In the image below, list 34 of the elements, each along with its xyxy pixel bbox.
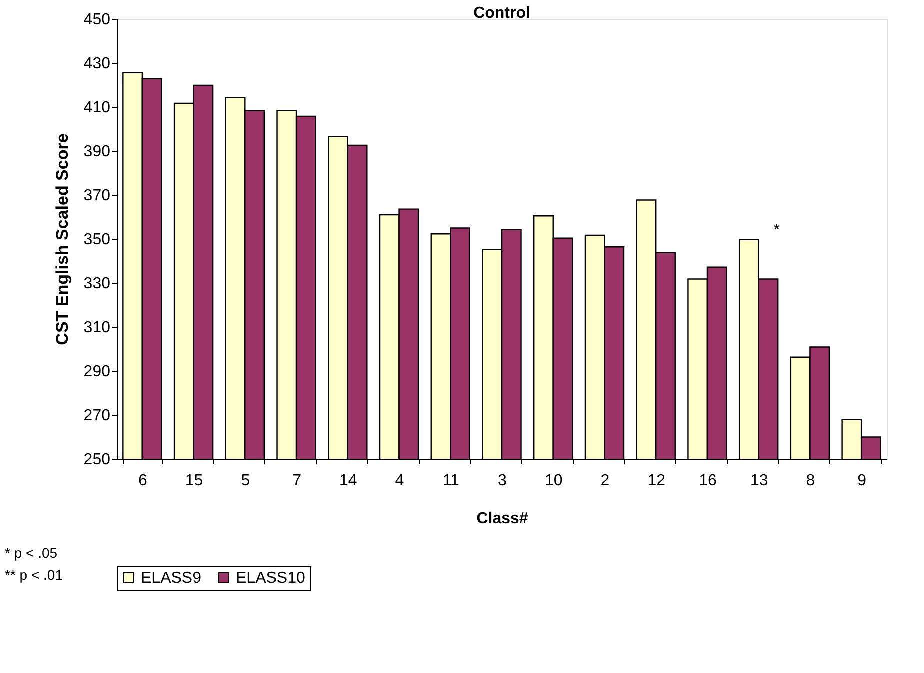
x-tick-label: 16	[699, 472, 717, 490]
legend-label: ELASS9	[141, 570, 202, 587]
y-tick-label: 290	[84, 364, 111, 380]
x-tick-label: 11	[442, 472, 460, 490]
y-tick-label: 250	[84, 452, 111, 468]
text: ** p < .01	[5, 567, 64, 583]
y-tick-label: 370	[84, 188, 111, 204]
x-tick-label: 10	[544, 472, 563, 490]
x-tick-label: 15	[185, 472, 204, 490]
x-tick-label: 9	[858, 472, 867, 490]
y-tick-label: 430	[84, 56, 111, 72]
x-tick-label: 3	[498, 472, 508, 490]
y-tick-label: 270	[84, 408, 111, 424]
x-tick-label: 12	[648, 472, 666, 490]
text: * p < .05	[5, 545, 58, 561]
x-tick-label: 2	[600, 472, 610, 490]
y-tick-label: 330	[84, 276, 111, 292]
y-tick-label: 410	[84, 100, 111, 116]
y-tick-label: 450	[84, 12, 111, 28]
x-tick-label: 14	[340, 472, 358, 490]
x-tick-label: 13	[750, 472, 768, 490]
y-tick-label: 310	[84, 320, 111, 336]
legend-label: ELASS10	[236, 570, 306, 587]
x-tick-label: 7	[292, 472, 302, 490]
x-tick-label: 6	[138, 472, 148, 490]
x-tick-label: 8	[806, 472, 816, 490]
x-tick-label: 5	[241, 472, 250, 490]
x-axis-title: Class#	[476, 510, 528, 528]
x-tick-label: 4	[395, 472, 404, 490]
chart-title: Control	[474, 5, 530, 22]
y-tick-label: 350	[84, 232, 111, 248]
y-tick-label: 390	[84, 144, 111, 160]
y-axis-title: CST English Scaled Score	[52, 134, 72, 346]
annotation: *	[774, 222, 780, 239]
